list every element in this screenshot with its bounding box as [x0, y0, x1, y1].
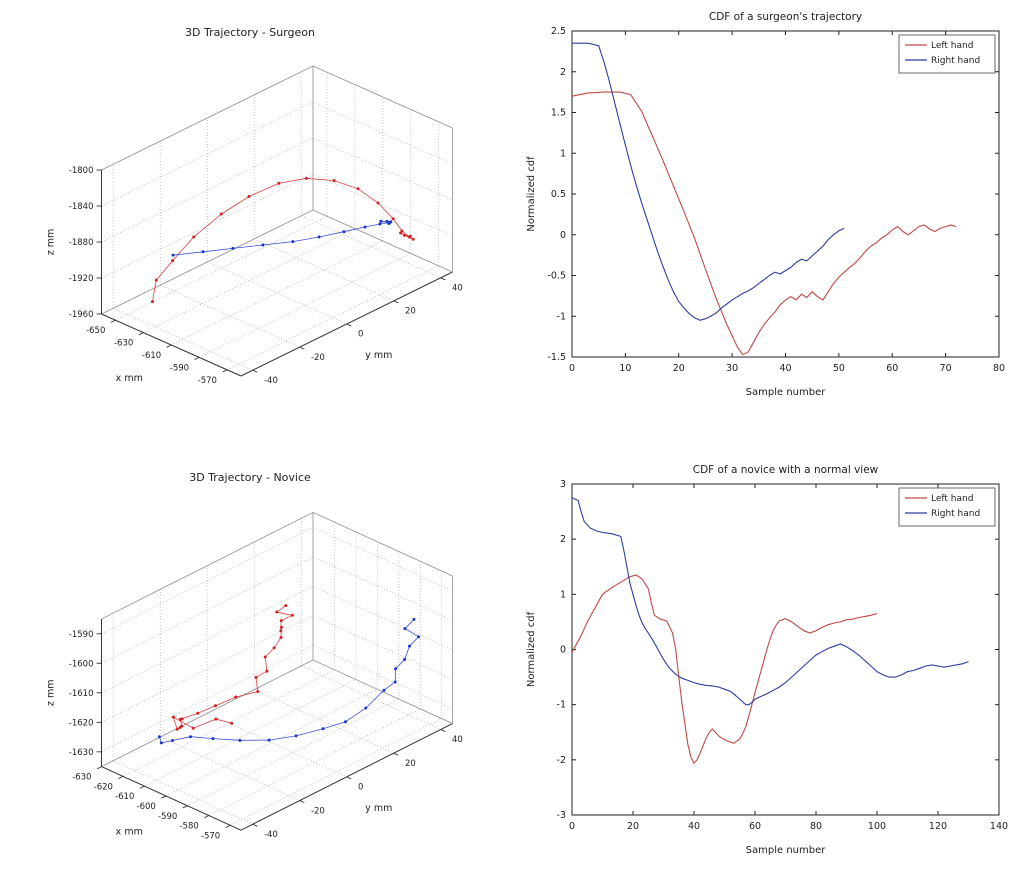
svg-text:3D Trajectory - Novice: 3D Trajectory - Novice [189, 471, 311, 484]
chart-canvas: -630-620-610-600-590-580-570 -40 -20 0 20 40 -… [46, 471, 463, 841]
novice-cdf-plot: 0 20 40 60 80 100 120 140 -3 -2 -1 0 1 2 3 CDF of a nov… [520, 458, 1017, 863]
svg-text:-610: -610 [142, 351, 161, 361]
svg-text:20: 20 [673, 363, 685, 374]
svg-text:0: 0 [358, 330, 363, 340]
svg-text:Right hand: Right hand [931, 56, 980, 66]
svg-text:0.5: 0.5 [551, 189, 566, 200]
svg-text:-1.5: -1.5 [547, 352, 566, 363]
svg-text:30: 30 [726, 363, 738, 374]
svg-text:10: 10 [619, 363, 631, 374]
svg-text:x mm: x mm [116, 373, 143, 384]
svg-text:z mm: z mm [46, 680, 57, 707]
chart-canvas: -650 -630 -610 -590 -570 -40 -20 0 20 40 -1960 -192… [46, 26, 463, 386]
svg-text:100: 100 [868, 821, 886, 832]
svg-text:1.5: 1.5 [551, 108, 566, 119]
svg-text:120: 120 [929, 821, 947, 832]
svg-text:Right hand: Right hand [931, 509, 980, 519]
svg-text:-1630: -1630 [69, 748, 94, 758]
svg-text:-40: -40 [264, 376, 278, 386]
svg-text:-1610: -1610 [69, 689, 94, 699]
svg-text:2: 2 [560, 67, 566, 78]
svg-text:CDF of a surgeon's trajectory: CDF of a surgeon's trajectory [709, 11, 862, 23]
svg-text:-610: -610 [115, 792, 134, 802]
svg-text:-0.5: -0.5 [547, 271, 566, 282]
svg-text:Normalized cdf: Normalized cdf [526, 611, 537, 687]
svg-text:-630: -630 [72, 773, 91, 783]
svg-text:-600: -600 [137, 802, 156, 812]
svg-text:60: 60 [749, 821, 761, 832]
svg-text:-1590: -1590 [69, 630, 94, 640]
svg-text:-20: -20 [311, 353, 325, 363]
svg-text:Normalized cdf: Normalized cdf [526, 156, 537, 232]
svg-text:-1960: -1960 [69, 310, 94, 320]
svg-text:140: 140 [990, 821, 1008, 832]
svg-text:-590: -590 [170, 363, 189, 373]
svg-text:1: 1 [560, 589, 566, 600]
svg-text:x mm: x mm [116, 826, 143, 837]
svg-text:-1920: -1920 [69, 274, 94, 284]
svg-text:z mm: z mm [46, 229, 57, 256]
svg-text:-1620: -1620 [69, 718, 94, 728]
svg-text:70: 70 [940, 363, 952, 374]
svg-text:3D Trajectory - Surgeon: 3D Trajectory - Surgeon [185, 26, 315, 39]
svg-text:0: 0 [358, 783, 363, 793]
svg-text:-580: -580 [179, 822, 198, 832]
svg-text:CDF of a novice with a normal: CDF of a novice with a normal view [693, 464, 879, 476]
svg-text:40: 40 [688, 821, 700, 832]
svg-text:-570: -570 [198, 376, 217, 386]
svg-text:-1840: -1840 [69, 202, 94, 212]
svg-text:-3: -3 [557, 810, 566, 821]
svg-text:0: 0 [560, 230, 566, 241]
svg-text:60: 60 [886, 363, 898, 374]
svg-text:-20: -20 [311, 806, 325, 816]
svg-text:Left hand: Left hand [931, 41, 973, 51]
svg-text:80: 80 [993, 363, 1005, 374]
svg-text:80: 80 [810, 821, 822, 832]
svg-text:1: 1 [560, 148, 566, 159]
svg-text:40: 40 [779, 363, 791, 374]
surgeon-3d-trajectory-plot: -650 -630 -610 -590 -570 -40 -20 0 20 40 -1960 -192… [25, 10, 475, 410]
svg-text:20: 20 [405, 307, 416, 317]
svg-text:-1: -1 [557, 700, 566, 711]
svg-text:Sample number: Sample number [746, 845, 827, 856]
svg-text:20: 20 [627, 821, 639, 832]
svg-text:2: 2 [560, 534, 566, 545]
svg-text:-40: -40 [264, 830, 278, 840]
surgeon-cdf-plot: 0 10 20 30 40 50 60 70 80 -1.5 -1 -0.5 0 0.5 1 1.5 2 2.5 C… [520, 5, 1017, 405]
svg-text:40: 40 [452, 283, 463, 293]
svg-text:-1880: -1880 [69, 238, 94, 248]
svg-text:-630: -630 [114, 339, 133, 349]
svg-text:40: 40 [452, 735, 463, 745]
svg-text:20: 20 [405, 759, 416, 769]
svg-text:-1: -1 [557, 311, 566, 322]
svg-text:-620: -620 [94, 782, 113, 792]
svg-text:Left hand: Left hand [931, 494, 973, 504]
svg-text:0: 0 [560, 645, 566, 656]
svg-text:2.5: 2.5 [551, 26, 566, 37]
svg-text:y mm: y mm [365, 803, 392, 814]
chart-canvas: 0 10 20 30 40 50 60 70 80 -1.5 -1 -0.5 0 0.5 1 1.5 2 2.5 C… [526, 11, 1005, 398]
svg-text:-2: -2 [557, 755, 566, 766]
svg-text:-570: -570 [201, 831, 220, 841]
svg-text:-650: -650 [86, 326, 105, 336]
svg-text:-1800: -1800 [69, 166, 94, 176]
svg-text:3: 3 [560, 479, 566, 490]
svg-text:-590: -590 [158, 812, 177, 822]
svg-text:-1600: -1600 [69, 659, 94, 669]
svg-text:50: 50 [833, 363, 845, 374]
svg-text:0: 0 [569, 363, 575, 374]
svg-text:Sample number: Sample number [746, 387, 827, 398]
svg-text:y mm: y mm [365, 350, 392, 361]
svg-text:0: 0 [569, 821, 575, 832]
novice-3d-trajectory-plot: -630 -620 -610 -600 -590 -580 -570 -40 -20 0 20 40 -… [25, 455, 475, 865]
chart-canvas: 0 20 40 60 80 100 120 140 -3 -2 -1 0 1 2 3 CDF of a nov… [526, 464, 1008, 856]
